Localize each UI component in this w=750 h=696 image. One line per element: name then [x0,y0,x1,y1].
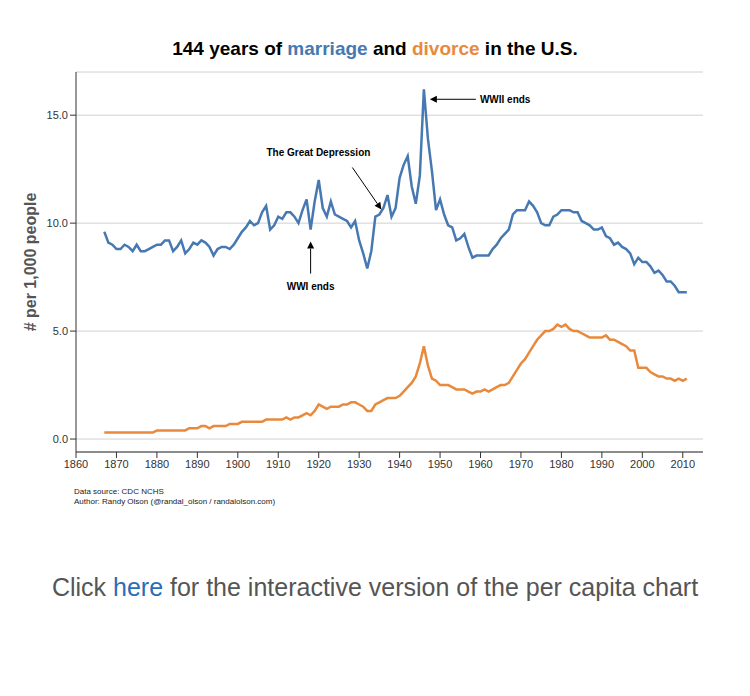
svg-text:2010: 2010 [671,458,695,470]
svg-text:1910: 1910 [266,458,290,470]
svg-text:1930: 1930 [347,458,371,470]
svg-text:WWI ends: WWI ends [287,281,335,292]
svg-text:10.0: 10.0 [47,217,68,229]
svg-text:1900: 1900 [226,458,250,470]
svg-text:1870: 1870 [104,458,128,470]
svg-text:1920: 1920 [306,458,330,470]
svg-text:1950: 1950 [428,458,452,470]
svg-text:1960: 1960 [468,458,492,470]
svg-text:WWII ends: WWII ends [480,94,531,105]
html-text:Click here for the interactive: Click here for the interactive version o… [51,573,699,601]
svg-text:0.0: 0.0 [53,433,68,445]
svg-text:1990: 1990 [590,458,614,470]
svg-text:1890: 1890 [185,458,209,470]
html-text:# per 1,000 people: # per 1,000 people [22,192,39,332]
html-text:Author: Randy Olson (@randal_o: Author: Randy Olson (@randal_olson / ran… [74,497,276,506]
html-text:144 years of marriage and divo: 144 years of marriage and divorce in the… [172,38,578,59]
svg-text:1860: 1860 [64,458,88,470]
svg-text:2000: 2000 [630,458,654,470]
html-text:Data source: CDC NCHS: Data source: CDC NCHS [74,487,164,496]
svg-text:The Great Depression: The Great Depression [266,147,370,158]
svg-text:1980: 1980 [549,458,573,470]
svg-text:5.0: 5.0 [53,325,68,337]
svg-text:1940: 1940 [387,458,411,470]
svg-text:1970: 1970 [509,458,533,470]
svg-text:15.0: 15.0 [47,109,68,121]
svg-text:1880: 1880 [145,458,169,470]
